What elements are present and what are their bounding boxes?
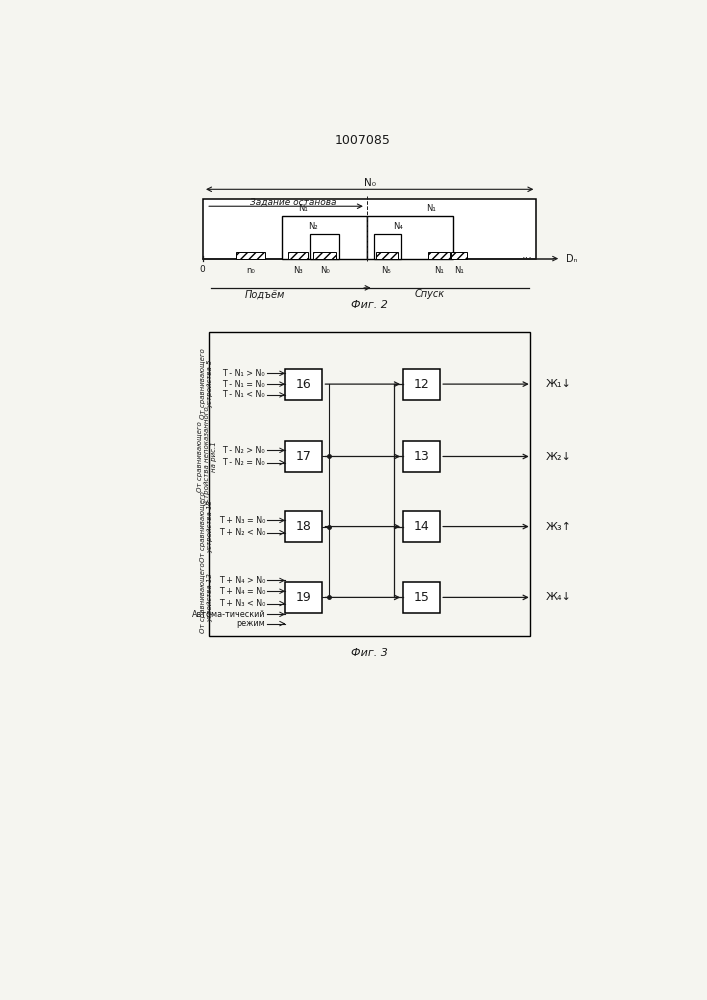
Text: Задание останова: Задание останова [250,198,336,207]
Text: 13: 13 [414,450,429,463]
Bar [451,252,467,259]
Text: N₂: N₂ [308,222,318,231]
Text: От сравнивающего
устройства 13: От сравнивающего устройства 13 [201,491,214,562]
Bar [310,234,339,259]
Bar [285,582,322,613]
Text: N₁: N₁ [426,204,436,213]
Text: N₄: N₄ [393,222,403,231]
Bar [235,252,265,259]
Text: 15: 15 [414,591,430,604]
Text: Dₙ: Dₙ [566,254,578,264]
Text: T - N₁ < N₀: T - N₁ < N₀ [223,390,265,399]
Text: T - N₁ > N₀: T - N₁ > N₀ [223,369,265,378]
Text: режим: режим [236,619,265,628]
Text: Ж₂↓: Ж₂↓ [546,451,571,461]
Text: N₁: N₁ [298,204,308,213]
Bar [403,441,440,472]
Bar [428,252,450,259]
Text: Фиг. 3: Фиг. 3 [351,648,387,658]
Text: Фиг. 2: Фиг. 2 [351,300,388,310]
Text: N₁: N₁ [454,266,464,275]
Bar [403,582,440,613]
Text: Спуск: Спуск [414,289,445,299]
Text: T - N₂ > N₀: T - N₂ > N₀ [223,446,265,455]
Bar [209,332,530,636]
Text: От сравнивающего
усройства 12: От сравнивающего усройства 12 [201,562,214,633]
Text: От сравнивающего
устройства 5: От сравнивающего устройства 5 [201,349,214,419]
Text: Подъём: Подъём [245,289,285,299]
Bar [313,252,337,259]
Bar [403,369,440,400]
Bar [282,216,368,259]
Text: Ж₄↓: Ж₄↓ [546,592,571,602]
Text: N₃: N₃ [293,266,303,275]
Bar [203,199,537,259]
Bar [368,216,452,259]
Bar [285,441,322,472]
Text: 0: 0 [199,265,205,274]
Text: Автома-тический: Автома-тический [192,610,265,619]
Text: N₀: N₀ [320,266,329,275]
Text: T + N₄ = N₀: T + N₄ = N₀ [218,587,265,596]
Text: Ж₃↑: Ж₃↑ [546,522,572,532]
Text: T - N₂ = N₀: T - N₂ = N₀ [223,458,265,467]
Text: 18: 18 [296,520,312,533]
Text: 19: 19 [296,591,312,604]
Bar [403,511,440,542]
Bar [376,252,398,259]
Text: N₁: N₁ [434,266,443,275]
Bar [285,369,322,400]
Text: 1007085: 1007085 [335,134,391,147]
Text: N₀: N₀ [363,178,375,188]
Bar [373,234,402,259]
Text: T + N₄ > N₀: T + N₄ > N₀ [218,576,265,585]
Text: Ж₁↓: Ж₁↓ [546,379,571,389]
Bar [288,252,308,259]
Text: 16: 16 [296,378,312,391]
Text: От сравнивающего
устройства непоказанного
на рис.1: От сравнивающего устройства непоказанног… [197,407,217,506]
Text: T + N₃ < N₀: T + N₃ < N₀ [218,599,265,608]
Text: 14: 14 [414,520,429,533]
Text: T + N₂ < N₀: T + N₂ < N₀ [218,528,265,537]
Text: 17: 17 [296,450,312,463]
Text: ...: ... [522,250,532,260]
Text: T - N₁ = N₀: T - N₁ = N₀ [223,380,265,389]
Text: N₅: N₅ [381,266,391,275]
Text: n₀: n₀ [246,266,255,275]
Text: 12: 12 [414,378,429,391]
Text: T + N₃ = N₀: T + N₃ = N₀ [218,516,265,525]
Bar [285,511,322,542]
